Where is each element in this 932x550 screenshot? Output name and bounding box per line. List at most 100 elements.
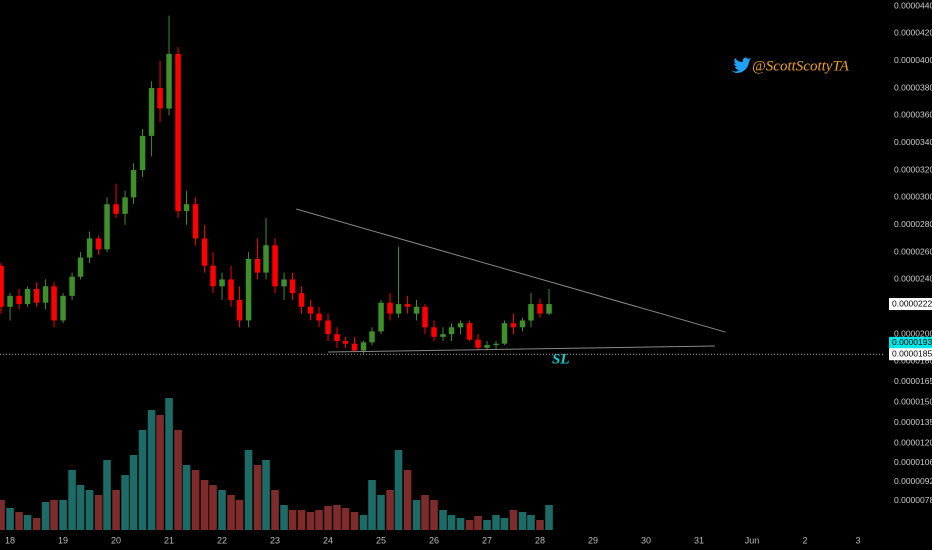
volume-bar bbox=[218, 490, 226, 530]
trendline bbox=[328, 345, 715, 353]
candle-body bbox=[77, 257, 84, 277]
candle-body bbox=[387, 302, 393, 314]
volume-bar bbox=[447, 515, 456, 530]
volume-bar bbox=[509, 510, 518, 530]
x-tick-label: 27 bbox=[482, 535, 492, 545]
candle-body bbox=[484, 345, 490, 348]
candle-body bbox=[86, 238, 93, 258]
candle-body bbox=[51, 286, 57, 321]
candle-body bbox=[413, 306, 420, 314]
candle-body bbox=[245, 258, 252, 321]
volume-bar bbox=[492, 515, 500, 530]
volume-bar bbox=[545, 505, 553, 530]
price-label-box bbox=[889, 298, 932, 311]
volume-bar bbox=[368, 480, 376, 530]
x-tick-label: 24 bbox=[323, 535, 333, 545]
volume-bar bbox=[244, 450, 253, 530]
volume-bar bbox=[209, 485, 217, 530]
x-tick-label: 31 bbox=[694, 535, 704, 545]
x-tick-label: 28 bbox=[535, 535, 545, 545]
candle-body bbox=[298, 293, 305, 307]
volume-bar bbox=[32, 518, 41, 530]
volume-bar bbox=[23, 515, 32, 530]
candle-body bbox=[122, 197, 128, 214]
volume-bar bbox=[121, 475, 129, 530]
candle-body bbox=[183, 204, 190, 212]
volume-bar bbox=[456, 518, 465, 530]
candle-body bbox=[263, 245, 269, 273]
price-label-box bbox=[889, 348, 932, 361]
volume-bar bbox=[430, 500, 438, 530]
x-tick-label: 20 bbox=[111, 535, 121, 545]
x-tick-label: 3 bbox=[855, 535, 860, 545]
x-tick-label: 21 bbox=[164, 535, 174, 545]
volume-bar bbox=[156, 415, 164, 530]
x-tick-label: 25 bbox=[376, 535, 386, 545]
candle-body bbox=[0, 265, 4, 307]
candle-body bbox=[175, 53, 181, 212]
candle-body bbox=[466, 323, 473, 340]
candle-body bbox=[351, 343, 358, 351]
candle-body bbox=[201, 238, 208, 266]
candle-body bbox=[16, 295, 22, 305]
volume-bar bbox=[200, 480, 209, 530]
volume-bar bbox=[262, 460, 270, 530]
candle-body bbox=[236, 299, 243, 321]
candle-body bbox=[7, 295, 13, 307]
candle-body bbox=[501, 323, 508, 344]
volume-bar bbox=[288, 510, 297, 530]
volume-bar bbox=[0, 500, 5, 530]
annotation: SL bbox=[552, 351, 570, 367]
price-label-box bbox=[889, 336, 932, 349]
candle-body bbox=[113, 204, 119, 214]
volume-bar bbox=[138, 430, 147, 530]
candle-body bbox=[537, 304, 543, 314]
volume-bar bbox=[174, 430, 182, 530]
candle-body bbox=[457, 323, 464, 328]
volume-bar bbox=[527, 515, 535, 530]
volume-bar bbox=[227, 495, 235, 530]
candle-body bbox=[24, 289, 31, 305]
candle-body bbox=[369, 331, 375, 343]
volume-bar bbox=[394, 450, 403, 530]
candle-body bbox=[422, 306, 428, 328]
candle-body bbox=[528, 304, 534, 321]
volume-bar bbox=[341, 508, 350, 530]
candle-body bbox=[475, 339, 481, 348]
x-tick-label: 2 bbox=[802, 535, 807, 545]
x-tick-label: 19 bbox=[58, 535, 68, 545]
candle-body bbox=[42, 286, 49, 303]
volume-bar bbox=[439, 510, 447, 530]
candle-body bbox=[60, 295, 66, 321]
volume-bar bbox=[350, 512, 359, 530]
volume-bar bbox=[271, 490, 279, 530]
x-tick-label: 29 bbox=[588, 535, 598, 545]
volume-bar bbox=[15, 512, 23, 530]
volume-bar bbox=[421, 495, 429, 530]
twitter-icon bbox=[731, 57, 751, 73]
volume-bar bbox=[315, 510, 323, 530]
volume-bar bbox=[182, 465, 191, 530]
price-label: 0.00001936 bbox=[892, 337, 932, 347]
watermark: @ScottScottyTA bbox=[752, 58, 850, 74]
candle-body bbox=[404, 304, 411, 307]
candle-body bbox=[33, 289, 40, 303]
x-tick-label: 30 bbox=[641, 535, 651, 545]
